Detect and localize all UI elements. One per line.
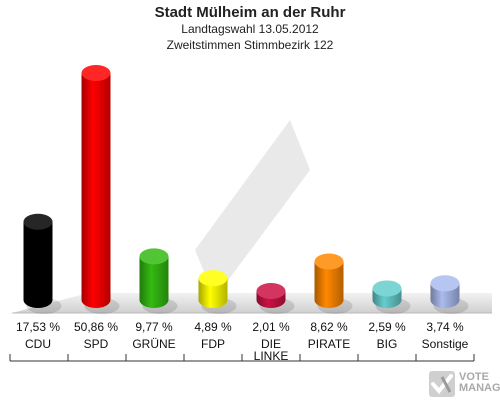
value-label: 17,53 %	[16, 320, 60, 334]
category-label: DIE	[261, 337, 281, 351]
value-label: 8,62 %	[310, 320, 348, 334]
logo-text: VOTE MANAGER	[459, 372, 500, 394]
bar-body	[139, 256, 169, 308]
bar-top	[198, 270, 228, 287]
vote-manager-logo: VOTE MANAGER	[428, 368, 500, 400]
value-label: 9,77 %	[135, 320, 173, 334]
category-label: BIG	[377, 337, 398, 351]
logo-text-line1: VOTE	[459, 371, 489, 383]
bar-body	[314, 261, 344, 308]
checkmark-icon	[429, 371, 455, 397]
bar-top	[256, 283, 286, 300]
category-label: Sonstige	[422, 337, 469, 351]
bar-body	[23, 221, 53, 308]
value-label: 4,89 %	[194, 320, 232, 334]
chart-subtitle-2: Zweitstimmen Stimmbezirk 122	[166, 38, 334, 52]
bar-top	[430, 275, 460, 292]
bar-body	[198, 278, 228, 308]
bar-top	[81, 65, 111, 81]
logo-text-line2: MANAGER	[459, 382, 500, 394]
value-label: 2,01 %	[252, 320, 290, 334]
value-label: 2,59 %	[368, 320, 406, 334]
value-label: 50,86 %	[74, 320, 118, 334]
bar-spd	[81, 65, 120, 314]
bar-top	[23, 213, 53, 230]
value-label: 3,74 %	[426, 320, 464, 334]
chart-subtitle: Landtagswahl 13.05.2012	[181, 22, 319, 36]
bar-top	[314, 253, 344, 270]
category-label: LINKE	[254, 349, 289, 363]
chart-title: Stadt Mülheim an der Ruhr	[154, 4, 346, 21]
bar-grüne	[139, 248, 178, 314]
category-label: FDP	[201, 337, 225, 351]
bar-top	[139, 248, 169, 265]
bar-die-linke	[256, 283, 295, 314]
bar-fdp	[198, 270, 237, 314]
chart-floor	[12, 293, 492, 313]
category-label: GRÜNE	[132, 337, 175, 351]
category-label: CDU	[25, 337, 51, 351]
bar-top	[372, 280, 402, 297]
category-label: SPD	[84, 337, 109, 351]
bar-pirate	[314, 253, 353, 314]
bar-big	[372, 280, 411, 314]
bar-cdu	[23, 213, 62, 314]
watermark-check	[195, 120, 310, 298]
bar-body	[81, 73, 111, 308]
bar-sonstige	[430, 275, 469, 314]
category-label: PIRATE	[308, 337, 350, 351]
